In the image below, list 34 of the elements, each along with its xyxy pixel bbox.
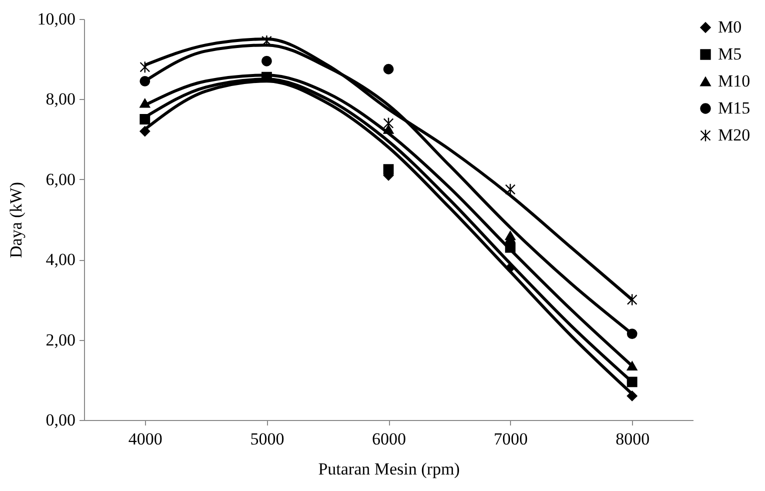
y-tick-label: 6,00 xyxy=(46,170,76,189)
point xyxy=(626,361,638,370)
point xyxy=(140,60,150,74)
x-tick-label: 5000 xyxy=(250,430,284,448)
y-tick-label: 2,00 xyxy=(46,330,76,350)
x-tick-label: 7000 xyxy=(494,430,528,448)
point xyxy=(261,56,272,66)
point xyxy=(626,376,638,388)
point xyxy=(505,183,516,196)
point xyxy=(383,164,394,175)
point xyxy=(626,390,638,402)
x-tick-label: 6000 xyxy=(372,430,406,448)
point xyxy=(140,76,150,86)
legend-label: M10 xyxy=(718,72,750,90)
y-tick-label: 8,00 xyxy=(46,90,76,109)
legend-label: M20 xyxy=(718,126,750,144)
y-tick-label: 0,00 xyxy=(46,410,76,430)
legend-label: M0 xyxy=(718,18,742,36)
legend-label: M5 xyxy=(718,44,742,64)
x-tick-label: 4000 xyxy=(128,430,162,448)
point xyxy=(383,117,394,130)
point xyxy=(140,98,150,108)
point xyxy=(140,126,150,136)
legend-label: M15 xyxy=(718,98,750,118)
point xyxy=(261,34,272,48)
y-tick-label: 10,00 xyxy=(37,10,76,28)
y-axis-title: Daya (kW) xyxy=(6,182,26,258)
x-tick-label: 8000 xyxy=(616,430,650,448)
point xyxy=(626,328,638,339)
point xyxy=(383,64,394,74)
x-axis-title: Putaran Mesin (rpm) xyxy=(318,460,460,478)
y-tick-label: 4,00 xyxy=(46,250,76,270)
point xyxy=(140,114,150,124)
point xyxy=(626,294,638,306)
